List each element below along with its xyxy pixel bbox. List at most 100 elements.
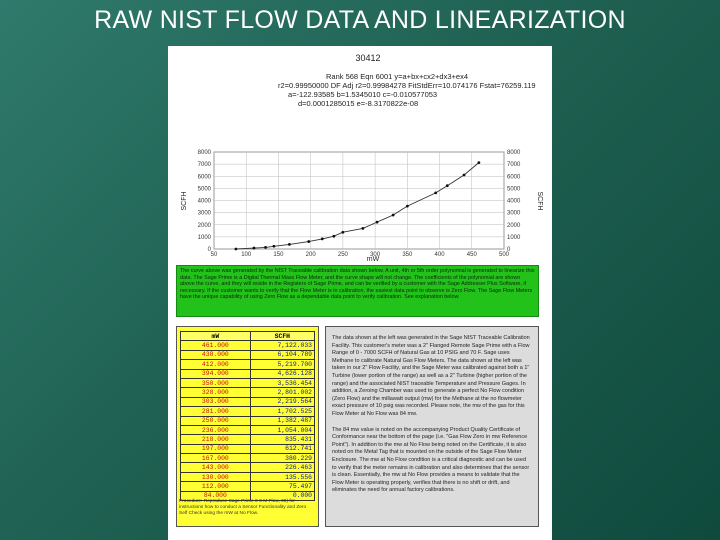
y-tick-label-right: 6000 xyxy=(507,174,521,180)
cell-scfh: 1,382.487 xyxy=(249,415,316,426)
cell-scfh: 2,801.002 xyxy=(249,387,316,398)
chart-title: 30412 xyxy=(355,53,380,63)
header-mw: mW xyxy=(180,330,251,342)
cell-mw: 197.000 xyxy=(180,443,251,455)
x-tick-label: 100 xyxy=(241,252,252,258)
cell-scfh: 75.497 xyxy=(249,481,316,492)
y-tick-label-right: 2000 xyxy=(507,223,521,229)
data-point xyxy=(445,184,449,188)
cell-mw: 461.000 xyxy=(180,340,251,351)
cell-mw: 143.000 xyxy=(180,462,251,473)
curve-explanation-note: The curve above was generated by the NIS… xyxy=(176,265,539,317)
cell-mw: 130.000 xyxy=(180,471,251,483)
table-row: 303.000 2,219.564 xyxy=(180,396,316,408)
data-point xyxy=(288,242,291,246)
table-row: 218.000 835.431 xyxy=(180,434,316,445)
x-tick-label: 450 xyxy=(467,252,478,258)
chart-grid xyxy=(213,151,505,250)
y-tick-label-left: 3000 xyxy=(198,211,212,217)
data-point xyxy=(462,173,466,177)
table-row: 84.000 0.000 xyxy=(180,490,316,502)
cell-mw: 328.000 xyxy=(180,387,251,398)
data-point xyxy=(234,247,238,251)
calibration-chart: 30412 Rank 568 Eqn 6001 y=a+bx+cx2+dx3+ex… xyxy=(181,53,543,261)
cell-scfh: 5,219.700 xyxy=(249,359,316,370)
table-row: 197.000 612.741 xyxy=(180,443,316,455)
cell-mw: 303.000 xyxy=(180,396,251,408)
procedure-note: Procedure: Reproduce Sage Prime 0-0 M Fl… xyxy=(179,499,307,517)
chart-fit-line: d=0.0001285015 e=-8.3170822e-08 xyxy=(298,99,418,108)
cell-scfh: 612.741 xyxy=(249,443,316,455)
table-row: 250.000 1,382.487 xyxy=(180,415,316,426)
data-point xyxy=(391,213,395,217)
y-tick-label-right: 0 xyxy=(507,247,511,253)
y-tick-label-right: 1000 xyxy=(507,235,521,241)
calibration-table: mW SCFH 461.000 7,122.033 438.000 6,104.789… xyxy=(180,330,316,502)
chart-fit-line: Rank 568 Eqn 6001 y=a+bx+cx2+dx3+ex4 xyxy=(326,72,468,81)
table-row: 281.000 1,702.525 xyxy=(180,406,316,417)
calibration-description: The data shown at the left was generated… xyxy=(325,326,539,527)
table-row: 112.000 75.497 xyxy=(180,481,316,492)
cell-scfh: 2,219.564 xyxy=(249,396,316,408)
table-header-row: mW SCFH xyxy=(180,330,316,342)
data-point xyxy=(405,204,409,208)
x-tick-label: 400 xyxy=(435,252,446,258)
data-point xyxy=(361,226,365,230)
y-tick-label-right: 4000 xyxy=(507,199,521,205)
cell-mw: 438.000 xyxy=(180,349,251,361)
x-tick-label: 350 xyxy=(402,252,413,258)
cell-scfh: 6,104.789 xyxy=(249,349,316,361)
cell-scfh: 380.229 xyxy=(249,453,316,464)
y-tick-label-left: 6000 xyxy=(198,174,212,180)
y-tick-label-left: 7000 xyxy=(198,162,212,168)
cell-mw: 218.000 xyxy=(180,434,251,445)
y-axis-label-right: SCFH xyxy=(536,191,543,210)
table-row: 143.000 226.463 xyxy=(180,462,316,473)
x-tick-label: 500 xyxy=(499,252,510,258)
cell-mw: 350.000 xyxy=(180,377,251,389)
cell-mw: 112.000 xyxy=(180,481,251,492)
x-tick-label: 300 xyxy=(370,252,381,258)
description-paragraph-1: The data shown at the left was generated… xyxy=(332,335,530,417)
data-point xyxy=(477,161,481,165)
cell-scfh: 835.431 xyxy=(249,434,316,445)
cell-mw: 236.000 xyxy=(180,424,251,436)
header-scfh: SCFH xyxy=(249,330,316,342)
y-tick-label-right: 8000 xyxy=(507,150,521,156)
cell-mw: 281.000 xyxy=(180,406,251,417)
table-row: 412.000 5,219.700 xyxy=(180,359,316,370)
y-tick-label-left: 1000 xyxy=(198,235,212,241)
x-tick-label: 250 xyxy=(338,252,349,258)
cell-scfh: 1,054.004 xyxy=(249,424,316,436)
table-row: 167.000 380.229 xyxy=(180,453,316,464)
y-tick-label-left: 8000 xyxy=(198,150,212,156)
table-row: 236.000 1,054.004 xyxy=(180,424,316,436)
cell-scfh: 7,122.033 xyxy=(249,340,316,351)
data-point xyxy=(375,220,379,224)
chart-series xyxy=(234,161,481,251)
data-point xyxy=(434,191,438,195)
x-tick-label: 50 xyxy=(211,252,218,258)
x-tick-label: 200 xyxy=(306,252,317,258)
table-row: 461.000 7,122.033 xyxy=(180,340,316,351)
table-row: 350.000 3,536.454 xyxy=(180,377,316,389)
data-point xyxy=(264,245,267,249)
y-tick-label-right: 5000 xyxy=(507,186,521,192)
x-axis-label: mW xyxy=(367,256,380,261)
data-point xyxy=(307,240,311,243)
y-tick-label-left: 2000 xyxy=(198,223,212,229)
cell-mw: 412.000 xyxy=(180,359,251,370)
table-row: 130.000 135.556 xyxy=(180,471,316,483)
data-point xyxy=(332,234,336,238)
chart-header: 30412 Rank 568 Eqn 6001 y=a+bx+cx2+dx3+ex… xyxy=(278,53,536,108)
data-point xyxy=(341,230,345,234)
y-tick-label-left: 5000 xyxy=(198,186,212,192)
table-row: 328.000 2,801.002 xyxy=(180,387,316,398)
y-tick-label-left: 4000 xyxy=(198,199,212,205)
y-tick-label-left: 0 xyxy=(208,247,212,253)
cell-scfh: 135.556 xyxy=(249,471,316,483)
data-point xyxy=(272,244,276,248)
cell-mw: 250.000 xyxy=(180,415,251,426)
cell-mw: 394.000 xyxy=(180,368,251,379)
